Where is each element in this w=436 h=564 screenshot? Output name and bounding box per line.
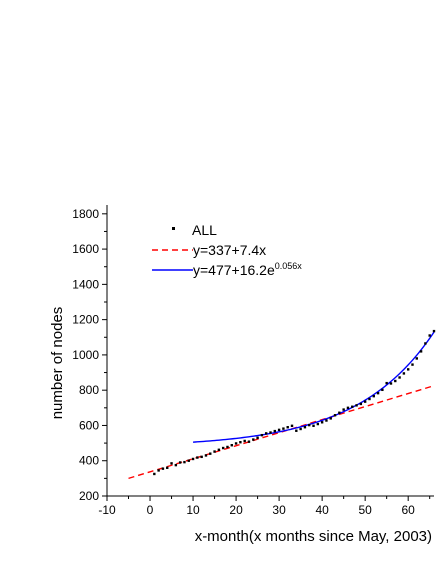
data-point bbox=[290, 424, 294, 428]
data-point bbox=[174, 463, 178, 467]
data-point bbox=[372, 394, 375, 398]
data-point bbox=[230, 444, 233, 447]
data-point bbox=[286, 426, 289, 429]
data-point bbox=[282, 427, 285, 430]
data-point bbox=[325, 419, 328, 422]
data-point bbox=[196, 456, 199, 459]
data-point bbox=[346, 406, 350, 410]
data-point bbox=[415, 357, 418, 360]
y-tick-label: 1000 bbox=[72, 348, 99, 362]
data-point bbox=[402, 372, 406, 375]
x-tick-label: 30 bbox=[272, 503, 286, 517]
data-point bbox=[247, 440, 251, 443]
data-point bbox=[316, 422, 320, 426]
data-point bbox=[303, 426, 307, 429]
x-axis-title: x-month(x months since May, 2003) bbox=[195, 528, 432, 545]
data-point bbox=[153, 472, 156, 476]
data-point bbox=[312, 424, 315, 428]
data-point bbox=[385, 381, 388, 385]
data-point bbox=[200, 455, 203, 459]
x-tick-label: 60 bbox=[402, 503, 416, 517]
y-tick-label: 1400 bbox=[72, 277, 99, 291]
y-tick-label: 400 bbox=[79, 454, 99, 468]
data-point bbox=[226, 445, 229, 449]
data-point bbox=[187, 459, 190, 462]
legend-label-all: ALL bbox=[192, 222, 217, 238]
data-point bbox=[209, 452, 212, 455]
legend-label-linear: y=337+7.4x bbox=[193, 242, 266, 258]
axes bbox=[106, 205, 434, 497]
data-point bbox=[161, 467, 165, 470]
data-point bbox=[221, 446, 225, 450]
data-point bbox=[381, 388, 384, 392]
data-point bbox=[183, 460, 186, 464]
y-tick-label: 200 bbox=[79, 489, 99, 503]
x-tick-label: 0 bbox=[147, 503, 154, 517]
data-point bbox=[406, 368, 410, 371]
data-point bbox=[419, 350, 423, 353]
data-point bbox=[333, 414, 337, 417]
legend-marker-all bbox=[172, 227, 175, 230]
ticks: 200 400 600 800 1000 1200 1400 1600 1800 -10 0 10 20… bbox=[72, 207, 431, 517]
data-point bbox=[432, 329, 436, 333]
data-point bbox=[329, 417, 332, 420]
data-point bbox=[166, 466, 169, 469]
data-point bbox=[376, 391, 380, 395]
data-point bbox=[269, 431, 272, 434]
data-point bbox=[273, 429, 277, 433]
data-point bbox=[191, 457, 195, 461]
data-point bbox=[204, 454, 208, 457]
data-point bbox=[428, 334, 431, 337]
data-point bbox=[217, 448, 221, 451]
x-tick-label: -10 bbox=[98, 503, 116, 517]
y-tick-label: 1800 bbox=[72, 207, 99, 221]
legend: ALL y=337+7.4x y=477+16.2e0.056x bbox=[152, 222, 302, 278]
data-point bbox=[239, 441, 242, 444]
data-point bbox=[320, 421, 324, 424]
x-tick-label: 20 bbox=[229, 503, 243, 517]
legend-label-exp: y=477+16.2e0.056x bbox=[193, 261, 302, 278]
data-points bbox=[153, 329, 436, 476]
data-point bbox=[368, 397, 371, 401]
x-tick-label: 50 bbox=[358, 503, 372, 517]
x-tick-label: 40 bbox=[315, 503, 329, 517]
data-point bbox=[394, 379, 397, 383]
data-point bbox=[299, 427, 302, 431]
y-tick-label: 600 bbox=[79, 418, 99, 432]
y-tick-label: 1600 bbox=[72, 242, 99, 256]
data-point bbox=[178, 461, 182, 464]
data-point bbox=[411, 363, 414, 366]
data-point bbox=[342, 408, 345, 411]
series-exp-fit bbox=[193, 331, 435, 443]
data-point bbox=[351, 405, 354, 408]
data-point bbox=[243, 439, 246, 443]
legend-label-exp-exponent: 0.056x bbox=[275, 261, 303, 271]
data-point bbox=[398, 376, 401, 379]
data-point bbox=[295, 429, 298, 432]
data-point bbox=[264, 432, 268, 435]
data-point bbox=[355, 404, 358, 407]
x-tick-label: 10 bbox=[186, 503, 200, 517]
data-point bbox=[338, 411, 341, 414]
data-point bbox=[389, 382, 393, 385]
data-point bbox=[277, 428, 281, 432]
legend-label-exp-base: y=477+16.2e bbox=[193, 262, 275, 278]
data-point bbox=[359, 402, 363, 406]
data-point bbox=[252, 438, 255, 441]
data-point bbox=[256, 436, 259, 439]
y-tick-label: 800 bbox=[79, 383, 99, 397]
fit-lines bbox=[128, 331, 435, 480]
data-point bbox=[157, 469, 160, 472]
data-point bbox=[170, 462, 173, 465]
data-point bbox=[363, 400, 367, 403]
y-axis-title: number of nodes bbox=[49, 307, 66, 420]
data-point bbox=[424, 342, 427, 345]
data-point bbox=[234, 442, 238, 445]
data-point bbox=[213, 450, 216, 453]
y-tick-label: 1200 bbox=[72, 313, 99, 327]
data-point bbox=[260, 433, 264, 437]
data-point bbox=[308, 423, 311, 427]
